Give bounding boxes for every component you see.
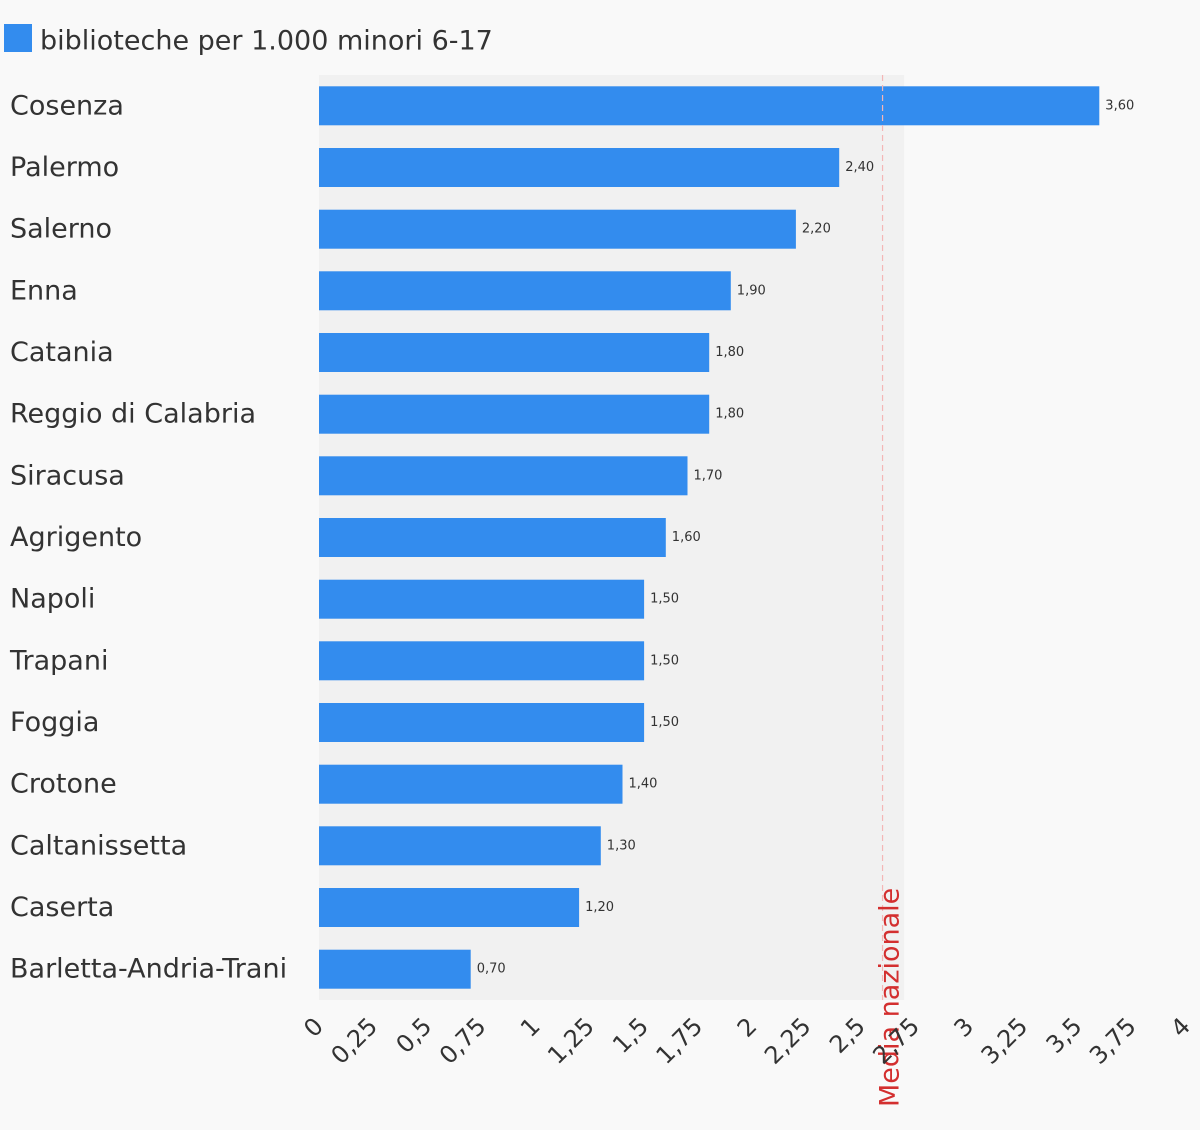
category-label: Napoli xyxy=(10,584,95,615)
data-label: 1,20 xyxy=(585,900,614,915)
x-tick-label: 2,25 xyxy=(759,1012,817,1070)
category-label: Barletta-Andria-Trani xyxy=(10,954,287,985)
x-tick-label: 2 xyxy=(732,1012,763,1043)
data-label: 0,70 xyxy=(477,962,506,977)
reference-line-label: Media nazionale xyxy=(875,888,906,1107)
bar xyxy=(319,518,666,557)
bar xyxy=(319,641,645,681)
data-label: 1,50 xyxy=(650,653,679,668)
x-tick-label: 0 xyxy=(298,1012,329,1043)
bar xyxy=(319,949,471,989)
bar xyxy=(319,333,710,372)
x-tick-label: 2,5 xyxy=(824,1012,871,1059)
legend-swatch xyxy=(4,24,32,52)
category-label: Siracusa xyxy=(10,460,125,491)
bar xyxy=(319,888,580,927)
category-label: Foggia xyxy=(10,707,99,738)
category-label: Caltanissetta xyxy=(10,830,187,861)
x-tick-label: 3,75 xyxy=(1084,1012,1142,1070)
bar xyxy=(319,826,601,866)
category-label: Crotone xyxy=(10,769,117,800)
data-label: 1,80 xyxy=(715,407,744,422)
x-tick-label: 0,5 xyxy=(391,1012,438,1059)
x-tick-label: 3,5 xyxy=(1041,1012,1088,1059)
bar xyxy=(319,86,1100,126)
bar xyxy=(319,579,645,619)
x-axis-tick-labels: 00,25 0,50,75 11,25 1,51,75 22,25 2,52,75 33,2… xyxy=(298,1012,1196,1070)
x-tick-label: 1 xyxy=(515,1012,546,1043)
category-labels-group: Cosenza Palermo Salerno Enna Catania Reggio d… xyxy=(9,90,287,984)
category-label: Reggio di Calabria xyxy=(10,399,256,430)
data-label: 1,60 xyxy=(672,530,701,545)
data-label: 1,40 xyxy=(629,777,658,792)
x-tick-label: 1,5 xyxy=(607,1012,654,1059)
bar xyxy=(319,148,840,187)
category-label: Salerno xyxy=(10,214,112,245)
category-label: Cosenza xyxy=(10,90,124,121)
category-label: Agrigento xyxy=(10,522,142,553)
x-tick-label: 1,25 xyxy=(542,1012,600,1070)
x-tick-label: 3,25 xyxy=(976,1012,1034,1070)
bar xyxy=(319,271,731,311)
legend-label: biblioteche per 1.000 minori 6-17 xyxy=(40,26,493,57)
x-tick-label: 4 xyxy=(1165,1012,1196,1043)
category-label: Catania xyxy=(10,337,114,368)
data-label: 1,50 xyxy=(650,715,679,730)
x-tick-label: 1,75 xyxy=(651,1012,709,1070)
category-label: Palermo xyxy=(10,152,119,183)
x-tick-label: 3 xyxy=(949,1012,980,1043)
data-label: 1,50 xyxy=(650,592,679,607)
bars-group xyxy=(319,86,1100,989)
data-label: 1,80 xyxy=(715,345,744,360)
data-label: 3,60 xyxy=(1105,98,1134,113)
data-label: 2,40 xyxy=(845,160,874,175)
category-label: Enna xyxy=(10,275,78,306)
bar xyxy=(319,703,645,742)
bar xyxy=(319,209,796,249)
bar xyxy=(319,456,688,496)
category-label: Trapani xyxy=(9,645,108,676)
bar xyxy=(319,764,623,804)
bar xyxy=(319,394,710,434)
x-tick-label: 0,25 xyxy=(326,1012,384,1070)
data-label: 1,30 xyxy=(607,838,636,853)
data-label: 1,70 xyxy=(694,468,723,483)
data-label: 2,20 xyxy=(802,222,831,237)
x-tick-label: 0,75 xyxy=(434,1012,492,1070)
data-label: 1,90 xyxy=(737,283,766,298)
category-label: Caserta xyxy=(10,892,114,923)
value-labels-group: 3,60 2,40 2,20 1,90 1,80 1,80 1,70 1,60 1,50 1,50… xyxy=(477,98,1135,976)
